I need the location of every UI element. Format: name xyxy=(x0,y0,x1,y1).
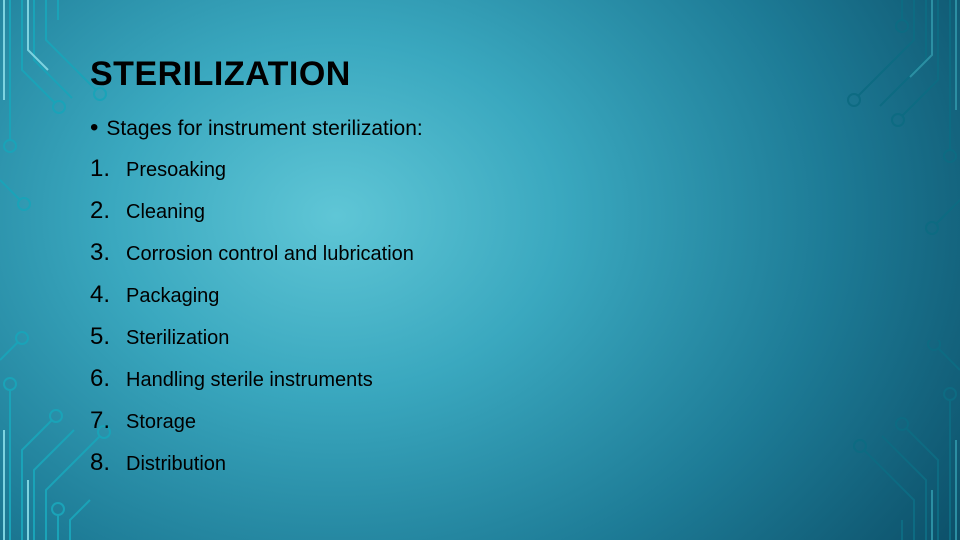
bullet-icon: • xyxy=(90,116,98,140)
subtitle-line: • Stages for instrument sterilization: xyxy=(90,116,423,141)
list-item: 8. Distribution xyxy=(90,449,423,477)
list-text: Storage xyxy=(126,411,196,434)
list-number: 8. xyxy=(90,449,116,477)
list-number: 6. xyxy=(90,365,116,393)
circuit-decoration-bottom-right xyxy=(820,340,960,540)
list-number: 5. xyxy=(90,323,116,351)
list-number: 1. xyxy=(90,155,116,183)
subtitle-text: Stages for instrument sterilization: xyxy=(106,117,422,141)
list-item: 2. Cleaning xyxy=(90,197,423,225)
list-item: 1. Presoaking xyxy=(90,155,423,183)
list-number: 2. xyxy=(90,197,116,225)
list-item: 3. Corrosion control and lubrication xyxy=(90,239,423,267)
list-text: Packaging xyxy=(126,285,219,308)
list-item: 5. Sterilization xyxy=(90,323,423,351)
list-number: 4. xyxy=(90,281,116,309)
list-text: Corrosion control and lubrication xyxy=(126,243,414,266)
list-item: 6. Handling sterile instruments xyxy=(90,365,423,393)
list-text: Cleaning xyxy=(126,201,205,224)
content-area: STERILIZATION • Stages for instrument st… xyxy=(90,55,423,491)
list-text: Handling sterile instruments xyxy=(126,369,373,392)
list-number: 7. xyxy=(90,407,116,435)
circuit-decoration-top-right xyxy=(810,0,960,240)
list-text: Distribution xyxy=(126,453,226,476)
list-number: 3. xyxy=(90,239,116,267)
numbered-list: 1. Presoaking 2. Cleaning 3. Corrosion c… xyxy=(90,155,423,477)
slide-title: STERILIZATION xyxy=(90,55,423,94)
list-text: Sterilization xyxy=(126,327,229,350)
list-item: 4. Packaging xyxy=(90,281,423,309)
list-text: Presoaking xyxy=(126,159,226,182)
slide: STERILIZATION • Stages for instrument st… xyxy=(0,0,960,540)
list-item: 7. Storage xyxy=(90,407,423,435)
